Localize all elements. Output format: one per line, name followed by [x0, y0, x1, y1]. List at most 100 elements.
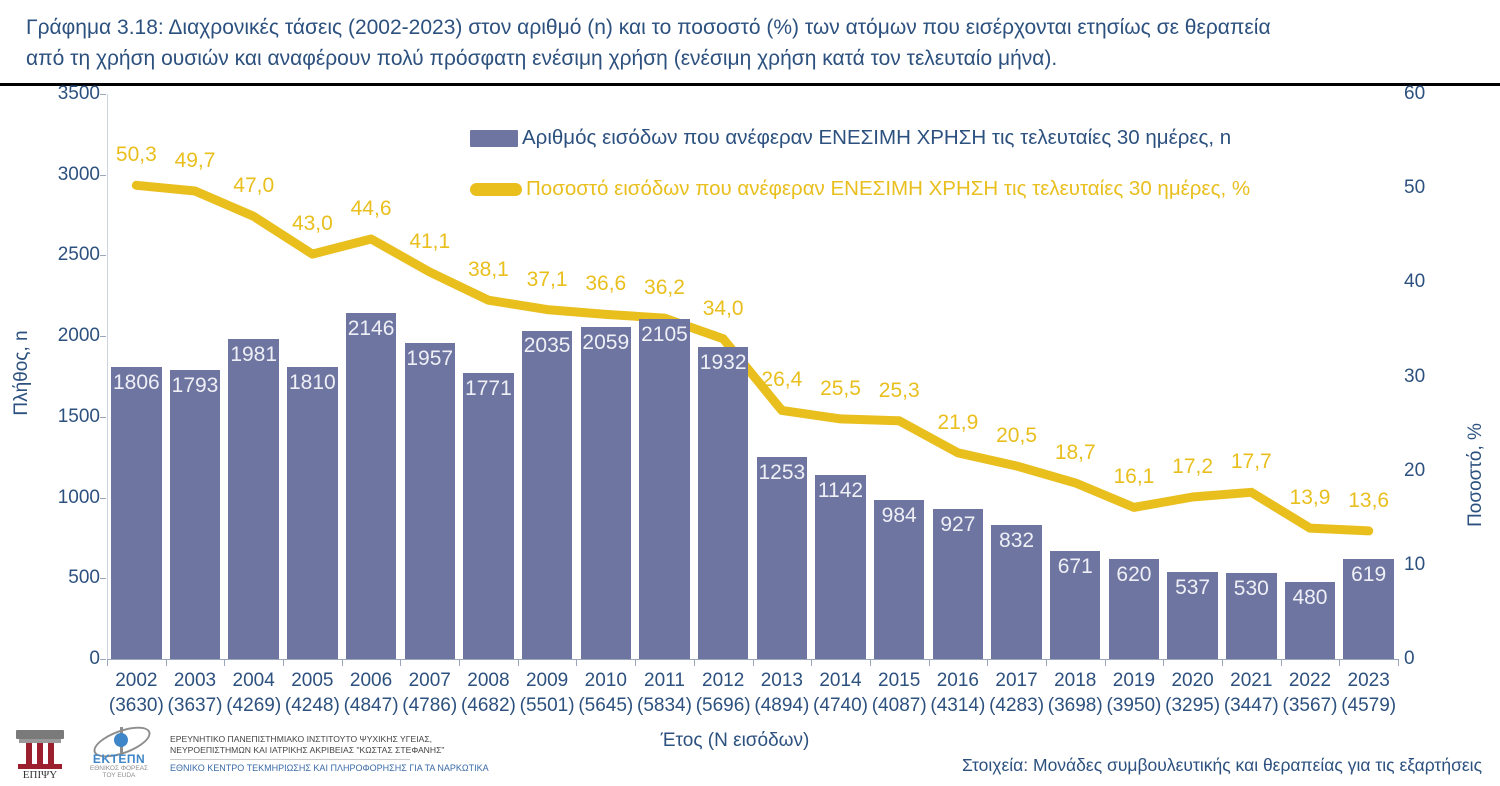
bar-value-label-2002: 1806: [112, 371, 160, 395]
y-axis-right-tick: 10: [1404, 553, 1426, 575]
x-axis-count: (5501): [519, 695, 575, 716]
x-axis-label-2011: 2011 (5834): [635, 668, 694, 718]
x-axis-tickmark: [811, 659, 813, 666]
legend-item-line: Ποσοστό εισόδων που ανέφεραν ΕΝΕΣΙΜΗ ΧΡΗ…: [470, 177, 1390, 201]
y-axis-right-tick: 60: [1404, 83, 1426, 104]
line-value-label-2011: 36,2: [644, 276, 685, 300]
line-value-label-2003: 49,7: [174, 148, 216, 172]
footer-logos: ΕΠΙΨΥ ΕΚΤΕΠΝ ΕΘΝΙΚΟΣ ΦΟΡΕΑΣ ΤΟΥ EUDA ΕΡΕ…: [10, 720, 489, 782]
x-axis-label-2016: 2016 (4314): [929, 668, 988, 718]
x-axis-year: 2011: [644, 670, 685, 691]
bar-2020: [1167, 572, 1218, 659]
x-axis-tickmark: [459, 659, 461, 666]
x-axis-year: 2006: [349, 670, 393, 691]
legend-item-bar: Αριθμός εισόδων που ανέφεραν ΕΝΕΣΙΜΗ ΧΡΗ…: [470, 126, 1390, 150]
bar-value-label-2006: 2146: [347, 316, 395, 340]
x-axis-tickmark: [1104, 659, 1106, 666]
line-value-label-2002: 50,3: [115, 143, 157, 167]
bar-2022: [1284, 581, 1336, 659]
x-axis-label-2022: 2022 (3567): [1281, 668, 1340, 718]
x-axis-count: (3698): [1047, 695, 1103, 716]
bar-value-label-2013: 1253: [758, 460, 806, 484]
line-value-label-2006: 44,6: [350, 197, 392, 221]
line-value-label-2013: 26,4: [761, 368, 803, 392]
bar-2015: [873, 500, 925, 659]
bar-value-label-2007: 1957: [406, 347, 454, 371]
bar-value-label-2009: 2035: [523, 334, 571, 358]
x-axis-tickmark: [928, 659, 930, 666]
x-axis-tickmark: [752, 659, 754, 666]
line-value-label-2007: 41,1: [409, 229, 451, 253]
bar-value-label-2005: 1810: [289, 370, 336, 394]
bar-2021: [1226, 573, 1277, 659]
chart-legend: Αριθμός εισόδων που ανέφεραν ΕΝΕΣΙΜΗ ΧΡΗ…: [470, 126, 1390, 228]
bar-value-label-2018: 671: [1057, 554, 1093, 578]
line-value-label-2020: 17,2: [1172, 455, 1214, 479]
line-value-label-2022: 13,9: [1289, 486, 1331, 510]
y-axis-left-tickmark: [100, 659, 106, 660]
bar-2006: [345, 312, 397, 659]
y-axis-left-tick: 0: [89, 648, 100, 669]
y-axis-left-tick: 3000: [57, 163, 100, 185]
y-axis-left-tick: 1000: [57, 486, 100, 508]
x-axis-year: 2007: [408, 670, 451, 691]
x-axis-tickmark: [517, 659, 519, 666]
bar-value-label-2012: 1932: [699, 351, 747, 375]
x-axis-tickmark: [283, 659, 285, 666]
x-axis-year: 2015: [878, 670, 921, 691]
x-axis-label-2003: 2003 (3637): [166, 668, 225, 718]
bar-2017: [991, 524, 1042, 659]
x-axis-year: 2002: [115, 670, 158, 691]
ektepn-logo-sub2: ΤΟΥ EUDA: [102, 772, 136, 779]
x-axis-year: 2014: [819, 670, 862, 691]
x-axis-year: 2019: [1112, 670, 1156, 691]
x-axis-year: 2022: [1288, 670, 1332, 691]
percentage-line-series: [131, 180, 1374, 536]
institution-text-block: ΕΡΕΥΝΗΤΙΚΟ ΠΑΝΕΠΙΣΤΗΜΙΑΚΟ ΙΝΣΤΙΤΟΥΤΟ ΨΥΧ…: [170, 734, 489, 774]
line-value-label-2014: 25,5: [820, 376, 861, 400]
x-axis-label-2006: 2006 (4847): [342, 668, 401, 718]
x-axis-tickmark: [341, 659, 343, 666]
x-axis-label-2018: 2018 (3698): [1046, 668, 1105, 718]
x-axis-count: (4314): [930, 695, 986, 716]
y-axis-right: 0 10 20 30 40 50 60: [1404, 83, 1464, 669]
x-axis-count: (4740): [813, 695, 868, 716]
y-axis-left-tickmark: [100, 94, 106, 95]
ektepn-logo-label: ΕΚΤΕΠΝ: [92, 752, 146, 766]
x-axis-tickmark: [1339, 659, 1341, 666]
bar-value-label-2015: 984: [881, 504, 917, 528]
bar-value-label-2017: 832: [999, 528, 1035, 552]
x-axis-year: 2021: [1230, 670, 1273, 691]
bar-value-label-2022: 480: [1292, 585, 1328, 609]
x-axis-year: 2012: [702, 670, 745, 691]
line-value-label-2015: 25,3: [878, 378, 920, 402]
legend-bar-swatch-icon: [470, 129, 518, 147]
y-axis-left-tickmark: [100, 578, 106, 580]
x-axis-tickmark: [400, 659, 402, 666]
line-value-label-2004: 47,0: [233, 174, 275, 198]
x-axis-count: (4269): [226, 695, 282, 716]
x-axis-year: 2003: [173, 670, 217, 691]
bar-2013: [756, 456, 808, 659]
plot-region: 1806 1793 1981 1810 2146 1957 1771 2035 2059 2105…: [107, 94, 1398, 659]
line-value-label-2005: 43,0: [291, 212, 333, 236]
bar-2010: [580, 326, 631, 659]
bar-value-label-2004: 1981: [230, 343, 278, 367]
x-axis-label-2023: 2023 (4579): [1339, 668, 1398, 718]
y-axis-right-title: Ποσοστό, %: [1465, 423, 1486, 527]
y-axis-left-tick: 500: [68, 567, 100, 589]
ektepn-logo-sub1: ΕΘΝΙΚΟΣ ΦΟΡΕΑΣ: [89, 765, 149, 772]
y-axis-left-tick: 2500: [57, 244, 100, 266]
x-axis-tickmark: [869, 659, 871, 666]
x-axis-count: (3567): [1282, 695, 1338, 716]
x-axis-label-2009: 2009 (5501): [518, 668, 577, 718]
y-axis-left-tickmark: [100, 255, 106, 257]
y-axis-left-tick: 2000: [57, 325, 100, 347]
x-axis-year: 2020: [1171, 670, 1214, 691]
bar-value-label-2003: 1793: [171, 373, 219, 397]
x-axis-tickmark: [1280, 659, 1282, 666]
line-value-label-2009: 37,1: [526, 267, 568, 291]
epipsy-logo-icon: ΕΠΙΨΥ: [10, 728, 70, 781]
x-axis-label-2013: 2013 (4894): [753, 668, 812, 718]
x-axis-year: 2023: [1347, 670, 1390, 691]
